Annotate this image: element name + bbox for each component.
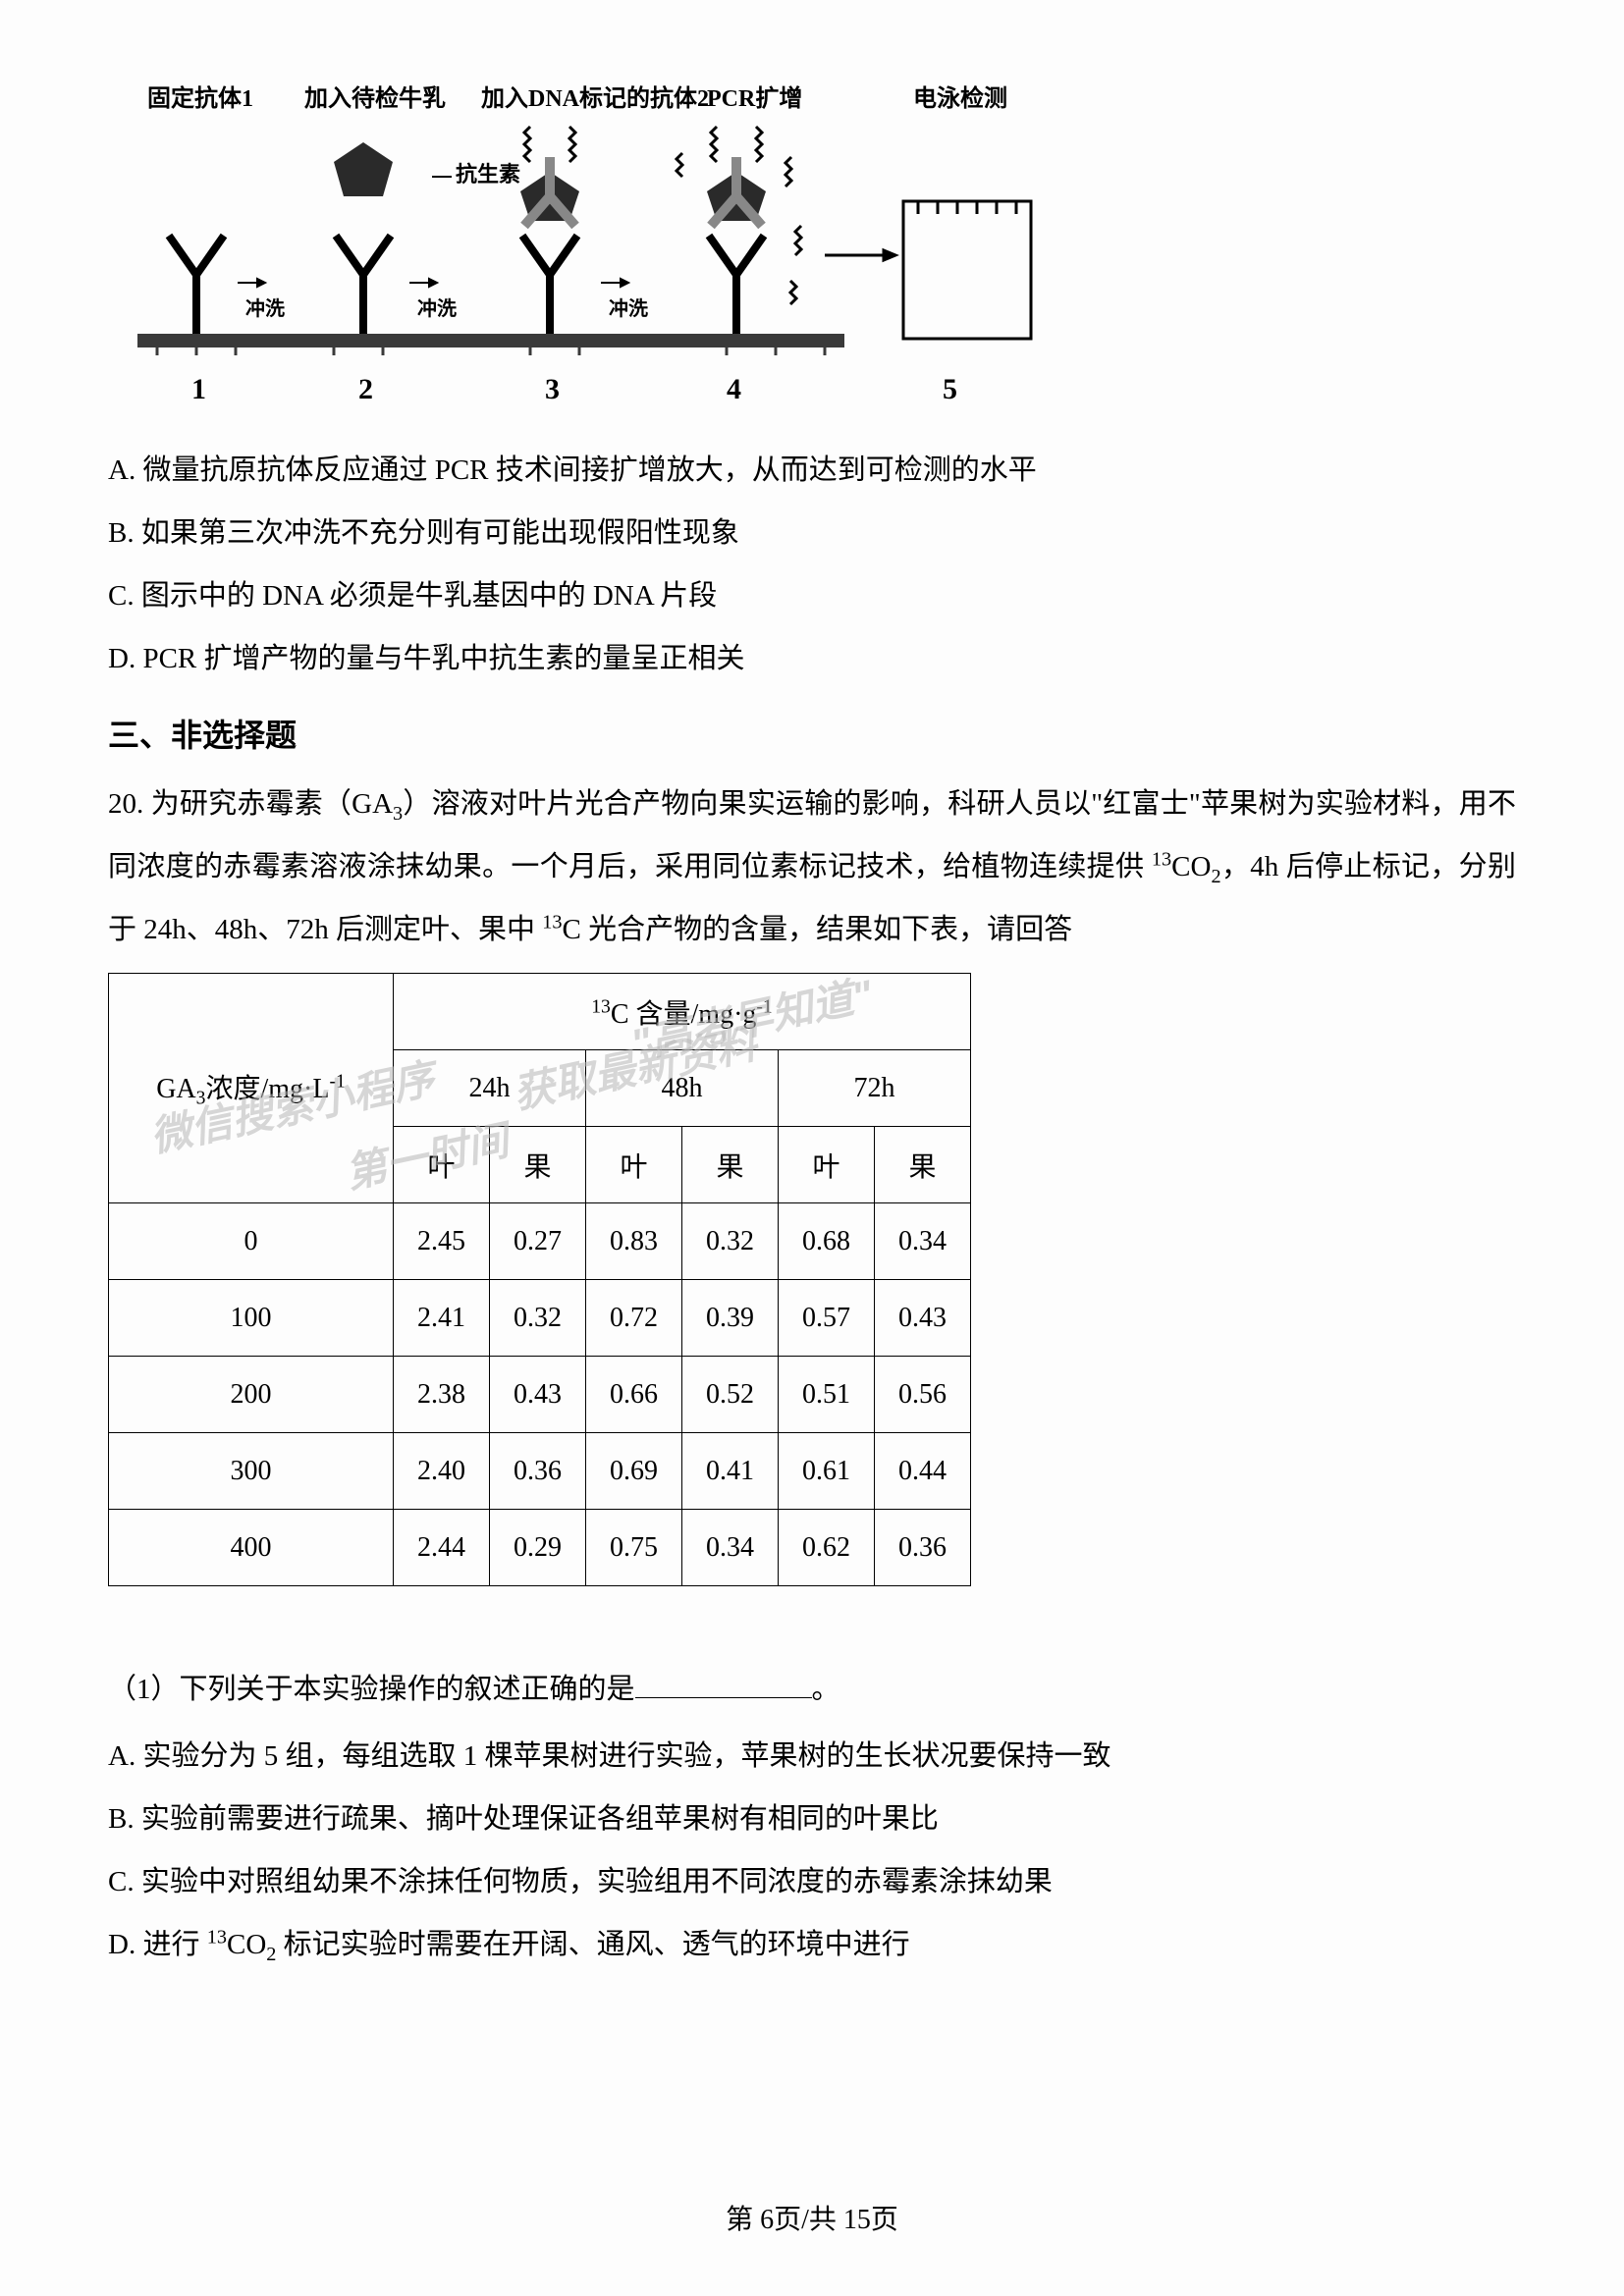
elisa-pcr-diagram: 固定抗体1 加入待检牛乳 加入DNA标记的抗体2 PCR扩增 电泳检测 抗生素 … — [137, 79, 1100, 402]
time-header-48h: 48h — [586, 1050, 779, 1127]
sub-header: 果 — [875, 1127, 971, 1203]
page-footer: 第 6页/共 15页 — [0, 2198, 1624, 2237]
answer-blank — [635, 1697, 812, 1698]
table-row: 200 2.380.43 0.660.52 0.510.56 — [109, 1357, 971, 1433]
time-header-72h: 72h — [779, 1050, 971, 1127]
sub-header: 叶 — [394, 1127, 490, 1203]
sub-header: 叶 — [779, 1127, 875, 1203]
sub-header: 果 — [490, 1127, 586, 1203]
q19-option-d: D. PCR 扩增产物的量与牛乳中抗生素的量呈正相关 — [108, 630, 1526, 687]
step-number-4: 4 — [727, 373, 741, 406]
table-row: 300 2.400.36 0.690.41 0.610.44 — [109, 1433, 971, 1510]
row-header: GA3浓度/mg·L-1 — [109, 974, 394, 1203]
table-row: 0 2.450.27 0.830.32 0.680.34 — [109, 1203, 971, 1280]
step-number-2: 2 — [358, 373, 373, 406]
step-number-1: 1 — [191, 373, 206, 406]
q20-option-c: C. 实验中对照组幼果不涂抹任何物质，实验组用不同浓度的赤霉素涂抹幼果 — [108, 1853, 1526, 1910]
q20-option-b: B. 实验前需要进行疏果、摘叶处理保证各组苹果树有相同的叶果比 — [108, 1790, 1526, 1847]
step-number-5: 5 — [943, 373, 957, 406]
diagram-svg — [137, 108, 1100, 363]
table-row: 400 2.440.29 0.750.34 0.620.36 — [109, 1510, 971, 1586]
q20-subq1: （1）下列关于本实验操作的叙述正确的是。 — [108, 1659, 1516, 1722]
q20-option-a: A. 实验分为 5 组，每组选取 1 棵苹果树进行实验，苹果树的生长状况要保持一… — [108, 1728, 1526, 1785]
q19-option-a: A. 微量抗原抗体反应通过 PCR 技术间接扩增放大，从而达到可检测的水平 — [108, 442, 1526, 499]
step-number-3: 3 — [545, 373, 560, 406]
table-row: 100 2.410.32 0.720.39 0.570.43 — [109, 1280, 971, 1357]
data-table: GA3浓度/mg·L-1 13C 含量/mg·g-1 24h 48h 72h 叶… — [108, 973, 971, 1586]
section-heading: 三、非选择题 — [108, 711, 1526, 756]
sub-header: 叶 — [586, 1127, 682, 1203]
time-header-24h: 24h — [394, 1050, 586, 1127]
q19-option-b: B. 如果第三次冲洗不充分则有可能出现假阳性现象 — [108, 505, 1526, 561]
q19-option-c: C. 图示中的 DNA 必须是牛乳基因中的 DNA 片段 — [108, 567, 1526, 624]
col-header-main: 13C 含量/mg·g-1 — [394, 974, 971, 1050]
sub-header: 果 — [682, 1127, 779, 1203]
q20-stem: 20. 为研究赤霉素（GA3）溶液对叶片光合产物向果实运输的影响，科研人员以"红… — [108, 774, 1516, 961]
q20-option-d: D. 进行 13CO2 标记实验时需要在开阔、通风、透气的环境中进行 — [108, 1916, 1526, 1974]
